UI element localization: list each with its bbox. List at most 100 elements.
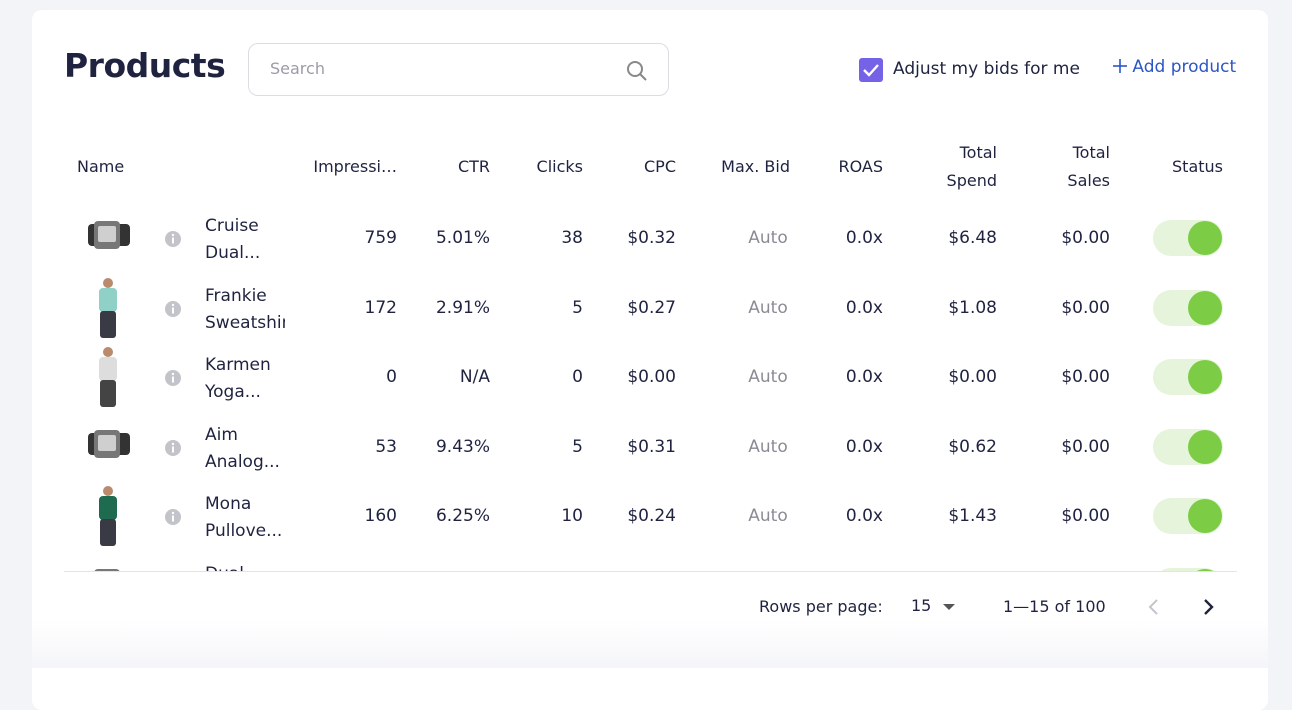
head (103, 277, 113, 288)
toggle-knob (1188, 360, 1222, 394)
column-header: Impressi… (313, 157, 397, 176)
status-toggle[interactable] (1152, 218, 1224, 258)
cell: 0.0x (845, 506, 883, 526)
legs (100, 380, 116, 407)
page-title: Products (64, 46, 226, 85)
product-thumbnail (99, 347, 117, 407)
next-page[interactable] (1200, 597, 1216, 617)
cell: 10 (561, 506, 583, 526)
search-placeholder: Search (270, 59, 325, 78)
watch-screen (98, 434, 116, 451)
watch-face (94, 568, 120, 571)
product-thumbnail (99, 486, 117, 546)
cell: N/A (459, 367, 490, 387)
column-header: ROAS (838, 157, 883, 176)
info-icon[interactable] (164, 300, 182, 318)
cell: Auto (748, 228, 788, 248)
cell: 2.91% (435, 297, 490, 318)
status-toggle[interactable] (1152, 566, 1224, 572)
rows-per-page-label: Rows per page: (759, 597, 883, 616)
head (103, 347, 113, 357)
column-header: Max. Bid (721, 157, 790, 176)
product-name: Aim Analog... (205, 424, 280, 472)
status-toggle[interactable] (1152, 357, 1224, 397)
info-stem (172, 515, 174, 522)
toggle-knob (1188, 429, 1222, 464)
legs (100, 310, 116, 338)
info-stem (172, 376, 174, 383)
cell: 0 (572, 367, 583, 387)
status-toggle[interactable] (1152, 288, 1224, 328)
checkbox[interactable] (859, 58, 883, 82)
checkbox-fill (859, 58, 883, 82)
cell: 6.25% (435, 506, 490, 526)
cell: 0.0x (845, 228, 883, 248)
cell: 0.0x (845, 297, 883, 318)
status-toggle[interactable] (1152, 496, 1224, 536)
cell: $1.43 (948, 506, 997, 526)
search-icon (627, 61, 647, 81)
info-stem (172, 307, 174, 313)
watch-screen (98, 226, 116, 242)
cell: 0.0x (845, 367, 883, 387)
search-box[interactable]: Search (248, 43, 669, 96)
add-product-button[interactable]: Add product (1113, 57, 1236, 77)
cell: $6.48 (948, 228, 997, 248)
cell: 5 (572, 297, 583, 318)
cell: Auto (748, 297, 788, 318)
page: Products Search Adjust my bids for me Ad… (0, 10, 1292, 710)
torso (99, 357, 117, 381)
info-icon[interactable] (164, 508, 182, 526)
info-dot (171, 233, 175, 237)
info-icon[interactable] (164, 230, 182, 248)
cell: $0.00 (948, 367, 997, 387)
auto-bid-label: Adjust my bids for me (893, 59, 1080, 79)
column-header: CTR (457, 157, 490, 176)
cell: $0.24 (627, 506, 676, 526)
bottom-fade (32, 620, 1268, 668)
cell: Auto (748, 436, 788, 457)
info-dot (171, 442, 175, 445)
cell: $0.32 (627, 228, 676, 248)
cell: 160 (364, 506, 397, 526)
column-header: Status (1172, 157, 1223, 176)
add-product-text: Add product (1132, 57, 1237, 77)
cell: 172 (364, 297, 397, 318)
rows-per-page-select[interactable]: 15 (911, 596, 956, 615)
cell: $0.00 (1061, 367, 1110, 387)
card (32, 10, 1268, 710)
column-header: Total Spend (946, 143, 997, 190)
info-icon[interactable] (164, 439, 182, 457)
toggle-knob (1188, 221, 1222, 255)
info-dot (171, 511, 175, 515)
info-icon[interactable] (164, 369, 182, 387)
legs (100, 519, 116, 546)
cell: $1.08 (948, 297, 997, 318)
column-header: Clicks (536, 157, 583, 176)
cell: 759 (364, 228, 397, 248)
torso (99, 287, 117, 312)
column-header: Total Sales (1067, 143, 1110, 190)
cell: $0.00 (1061, 506, 1110, 526)
cell: $0.00 (1061, 297, 1110, 318)
product-name: Karmen Yoga... (205, 355, 271, 402)
product-name: Frankie Sweatshirt (205, 285, 285, 333)
cell: $0.00 (627, 367, 676, 387)
cell: 5.01% (435, 228, 490, 248)
cell: 53 (375, 436, 397, 457)
rows-per-page-value: 15 (911, 596, 932, 615)
plus-icon (1113, 59, 1127, 73)
cell: $0.62 (948, 436, 997, 457)
column-header: CPC (644, 157, 676, 176)
cell: $0.00 (1061, 228, 1110, 248)
column-header: Name (77, 157, 125, 176)
cell: Auto (748, 506, 788, 526)
table-body: Cruise Dual... 759 5.01% 38 $0.32 Auto 0.0x $6.… (0, 195, 1292, 571)
product-name: Dual... (205, 561, 285, 572)
prev-page[interactable] (1146, 597, 1162, 617)
product-thumbnail (99, 277, 117, 338)
status-toggle[interactable] (1152, 427, 1224, 467)
toggle-knob (1196, 568, 1214, 571)
info-dot (171, 372, 175, 376)
dropdown-arrow (943, 604, 956, 610)
